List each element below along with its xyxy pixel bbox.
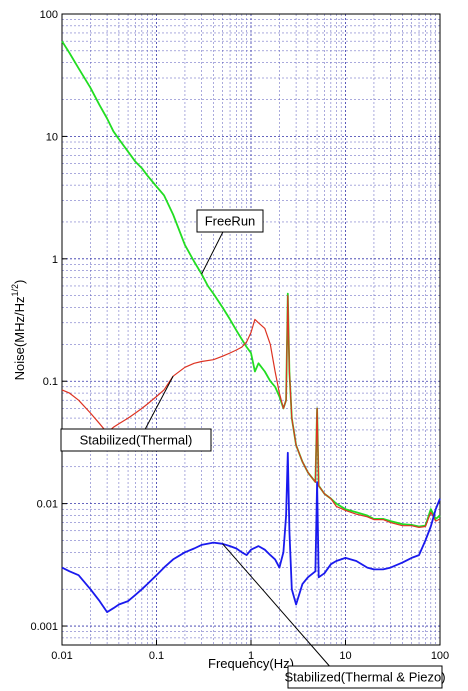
- x-tick-label: 0.01: [51, 650, 72, 662]
- y-tick-label: 0.001: [30, 621, 58, 633]
- stabilized-piezo-annotation-arrow: [222, 543, 330, 667]
- y-axis-title-close: ): [12, 280, 27, 284]
- x-tick-label: 100: [431, 650, 449, 662]
- y-axis-title-sup: 1/2: [10, 284, 20, 297]
- stabilized-thermal-series-line: [61, 295, 441, 528]
- stabilized-piezo-annotation-box: [287, 665, 443, 689]
- y-tick-label: 100: [40, 9, 58, 21]
- freerun-series-line: [61, 40, 441, 528]
- x-tick-label: 0.1: [149, 650, 164, 662]
- x-tick-label: 1: [248, 650, 254, 662]
- x-axis-title: Frequency(Hz): [208, 656, 294, 671]
- x-tick-label: 10: [339, 650, 351, 662]
- freerun-annotation-arrow: [201, 231, 224, 275]
- stabilized-thermal-annotation-box: [60, 428, 212, 452]
- freerun-annotation-label: FreeRun: [205, 214, 256, 229]
- stabilized-piezo-annotation-label: Stabilized(Thermal & Piezo): [284, 670, 445, 685]
- stabilized-thermal-annotation-arrow: [144, 375, 174, 430]
- series-layer: [61, 40, 441, 613]
- grid: [61, 14, 440, 646]
- freerun-annotation-box: [196, 209, 264, 233]
- annotation-layer: FreeRun Stabilized(Thermal) Stabilized(T…: [60, 209, 446, 689]
- y-tick-label: 0.01: [37, 499, 58, 511]
- y-tick-label: 0.1: [43, 376, 58, 388]
- y-tick-label: 1: [52, 254, 58, 266]
- y-tick-label: 10: [46, 131, 58, 143]
- stabilized-thermal-annotation-label: Stabilized(Thermal): [80, 433, 193, 448]
- stabilized-piezo-series-line: [61, 451, 441, 613]
- tick-layer: 0.01 0.1 1 10 100 0.001 0.01 0.1 1 10 100: [30, 9, 449, 662]
- y-axis-title-main: Noise(MHz/Hz: [12, 297, 27, 381]
- y-axis-title: Noise(MHz/Hz1/2): [10, 280, 27, 381]
